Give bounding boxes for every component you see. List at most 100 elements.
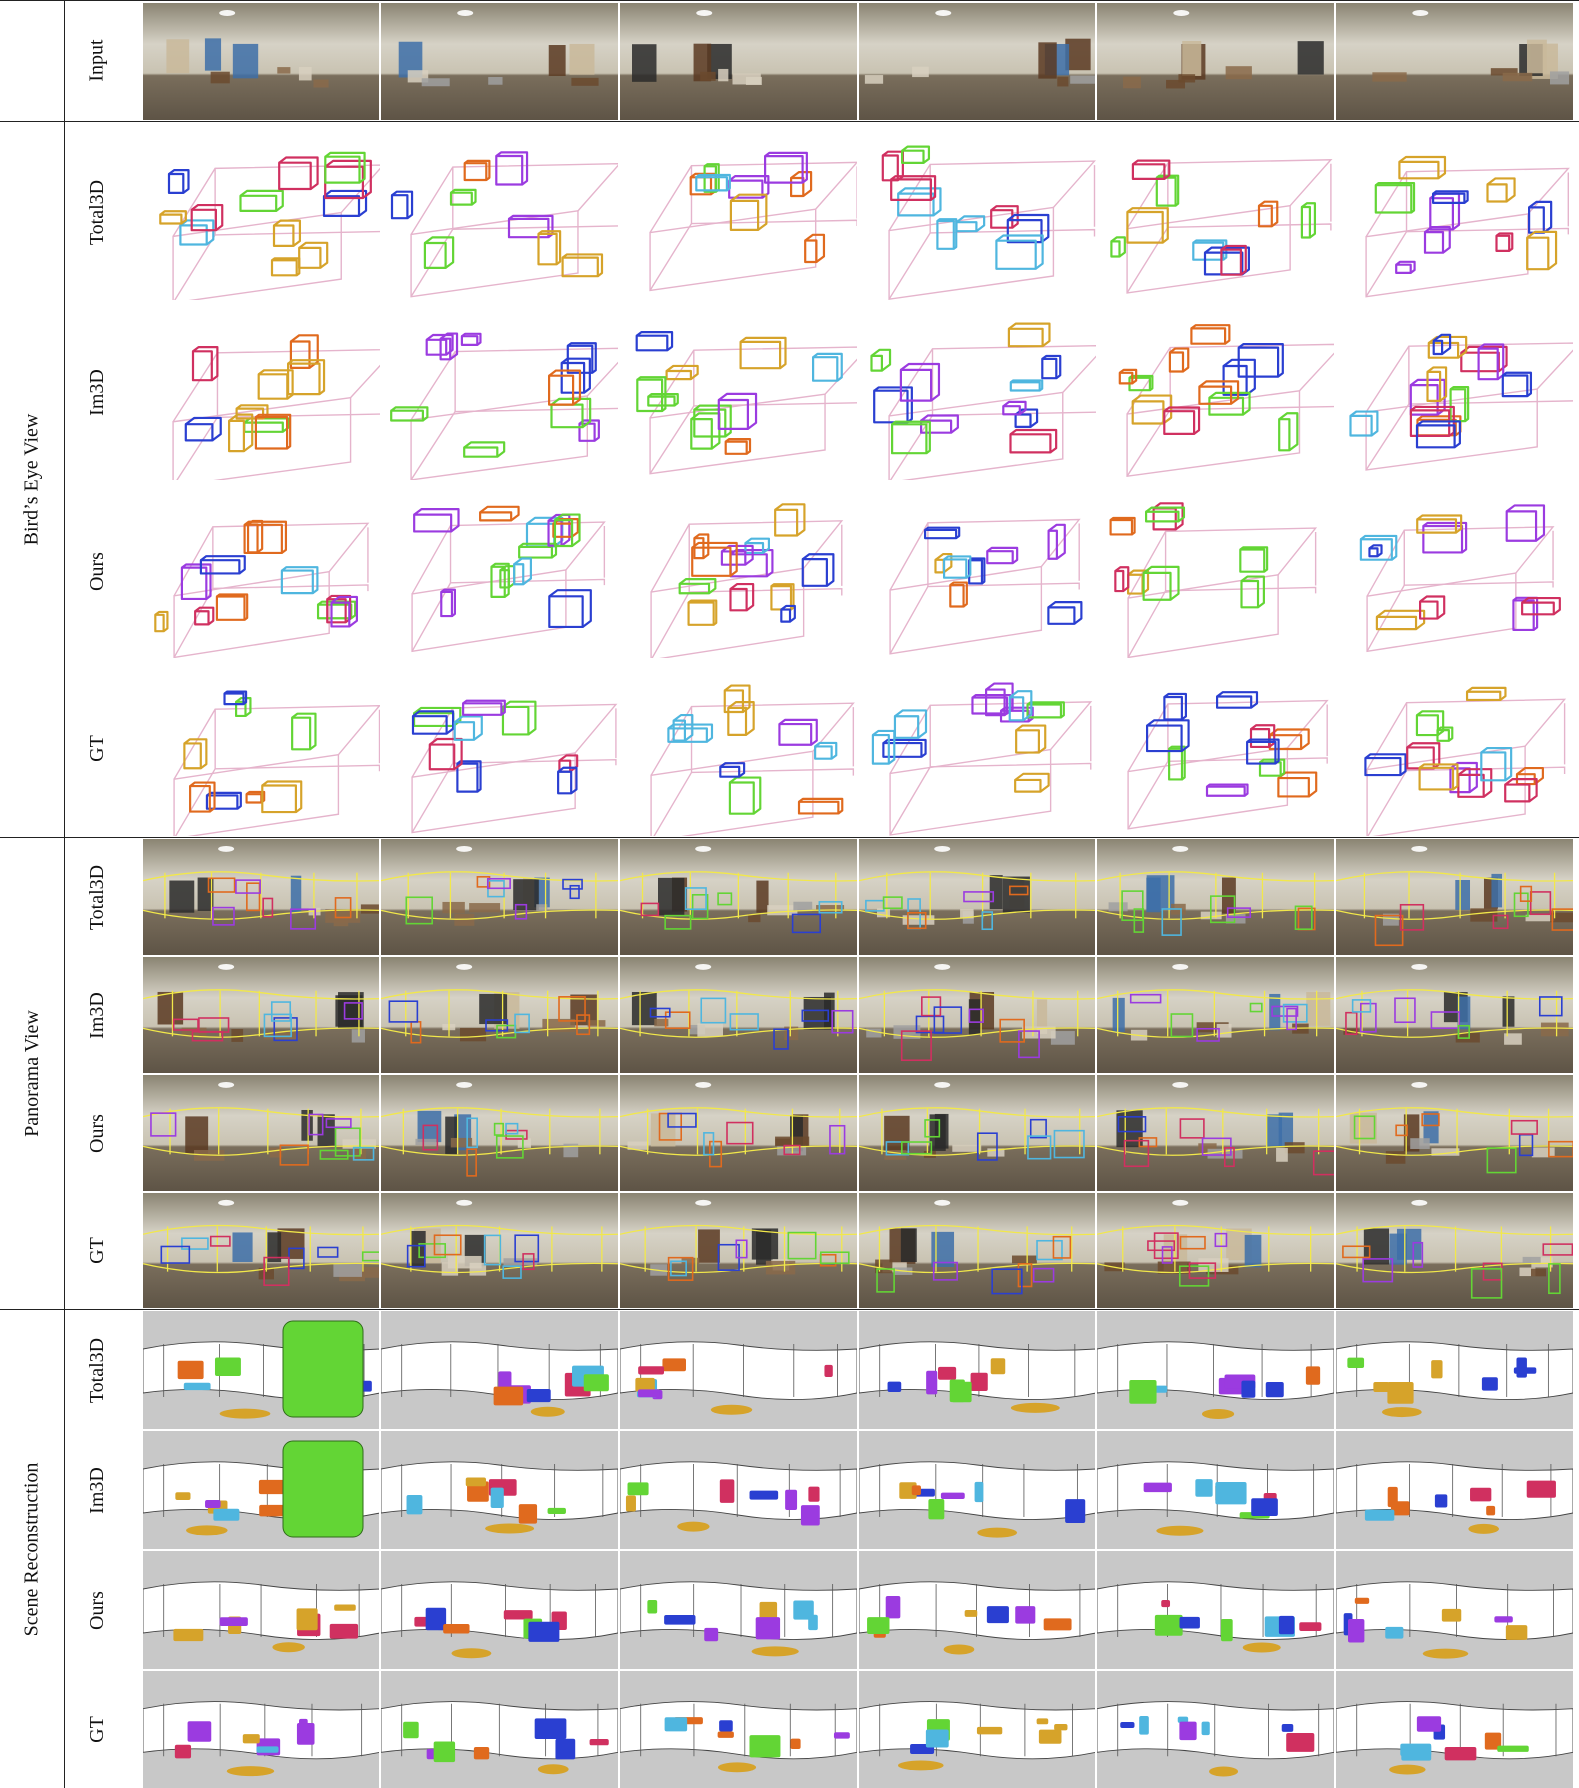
figure-cell-bev-im3d-col1 — [143, 303, 380, 480]
group-label-bev: Bird’s Eye View — [20, 413, 43, 546]
figure-cell-pano-total3d-col2 — [381, 839, 618, 955]
figure-cell-pano-ours-col5 — [1097, 1075, 1334, 1191]
figure-cell-recon-total3d-col6 — [1336, 1311, 1573, 1429]
figure-cell-pano-im3d-col3 — [620, 957, 857, 1073]
rule-after-input — [0, 121, 1579, 122]
figure-cell-bev-im3d-col2 — [381, 303, 618, 480]
figure-cell-recon-im3d-col6 — [1336, 1431, 1573, 1549]
figure-cell-bev-total3d-col2 — [381, 123, 618, 300]
figure-cell-bev-gt-col5 — [1097, 661, 1334, 836]
figure-cell-bev-ours-col3 — [620, 483, 857, 658]
figure-cell-pano-gt-col5 — [1097, 1193, 1334, 1308]
figure-cell-bev-total3d-col3 — [620, 123, 857, 300]
figure-cell-pano-im3d-col6 — [1336, 957, 1573, 1073]
row-label-bev-gt: GT — [85, 735, 108, 762]
figure-cell-bev-gt-col1 — [143, 661, 380, 836]
figure-cell-bev-ours-col1 — [143, 483, 380, 658]
figure-cell-recon-ours-col5 — [1097, 1551, 1334, 1669]
row-label-bev-total3d: Total3D — [86, 179, 109, 245]
figure-cell-recon-total3d-col2 — [381, 1311, 618, 1429]
figure-cell-bev-ours-col2 — [381, 483, 618, 658]
figure-cell-bev-ours-col4 — [859, 483, 1096, 658]
figure-cell-pano-ours-col3 — [620, 1075, 857, 1191]
figure-cell-recon-im3d-col5 — [1097, 1431, 1334, 1549]
column-gap-3-3 — [857, 1311, 859, 1788]
figure-cell-pano-gt-col3 — [620, 1193, 857, 1308]
row-label-recon-total3d: Total3D — [86, 1337, 109, 1403]
figure-cell-bev-ours-col5 — [1097, 483, 1334, 658]
row-label-pano-im3d: Im3D — [85, 991, 108, 1039]
column-gap-2-3 — [618, 1311, 620, 1788]
figure-cell-input-col5 — [1097, 3, 1334, 120]
figure-cell-recon-im3d-col3 — [620, 1431, 857, 1549]
rule-after-pano — [0, 1309, 1579, 1310]
column-gap-3-1 — [857, 3, 859, 120]
figure-cell-pano-gt-col4 — [859, 1193, 1096, 1308]
figure-cell-bev-total3d-col1 — [143, 123, 380, 300]
rule-group-column — [64, 0, 65, 1788]
figure-cell-pano-im3d-col5 — [1097, 957, 1334, 1073]
figure-cell-bev-im3d-col6 — [1336, 303, 1573, 480]
figure-cell-recon-total3d-col4 — [859, 1311, 1096, 1429]
column-gap-5-1 — [1334, 3, 1336, 120]
column-gap-3-2 — [857, 839, 859, 1308]
column-gap-1-2 — [379, 839, 381, 1308]
figure-cell-pano-im3d-col1 — [143, 957, 380, 1073]
figure-cell-recon-total3d-col1 — [143, 1311, 380, 1429]
row-label-recon-gt: GT — [85, 1715, 108, 1743]
figure-cell-pano-ours-col2 — [381, 1075, 618, 1191]
figure-cell-bev-gt-col6 — [1336, 661, 1573, 836]
figure-cell-bev-total3d-col4 — [859, 123, 1096, 300]
figure-cell-bev-im3d-col4 — [859, 303, 1096, 480]
column-gap-1-3 — [379, 1311, 381, 1788]
figure-cell-input-col1 — [143, 3, 380, 120]
figure-cell-recon-gt-col3 — [620, 1671, 857, 1788]
figure-cell-recon-ours-col2 — [381, 1551, 618, 1669]
figure-cell-input-col3 — [620, 3, 857, 120]
figure-cell-input-col2 — [381, 3, 618, 120]
figure-cell-pano-gt-col6 — [1336, 1193, 1573, 1308]
figure-cell-pano-total3d-col4 — [859, 839, 1096, 955]
figure-cell-pano-im3d-col4 — [859, 957, 1096, 1073]
figure-cell-bev-im3d-col3 — [620, 303, 857, 480]
row-label-bev-im3d: Im3D — [85, 368, 108, 416]
figure-cell-pano-im3d-col2 — [381, 957, 618, 1073]
row-label-pano-ours: Ours — [85, 1113, 108, 1153]
figure-cell-recon-ours-col1 — [143, 1551, 380, 1669]
figure-cell-recon-gt-col5 — [1097, 1671, 1334, 1788]
figure-cell-pano-total3d-col1 — [143, 839, 380, 955]
column-gap-4-2 — [1095, 839, 1097, 1308]
column-gap-1-1 — [379, 3, 381, 120]
figure-cell-recon-gt-col4 — [859, 1671, 1096, 1788]
row-label-pano-total3d: Total3D — [86, 864, 109, 930]
figure-cell-bev-im3d-col5 — [1097, 303, 1334, 480]
figure-cell-recon-gt-col6 — [1336, 1671, 1573, 1788]
row-label-bev-ours: Ours — [85, 551, 108, 591]
figure-cell-recon-total3d-col3 — [620, 1311, 857, 1429]
column-gap-4-3 — [1095, 1311, 1097, 1788]
figure-cell-recon-im3d-col1 — [143, 1431, 380, 1549]
figure-cell-pano-ours-col6 — [1336, 1075, 1573, 1191]
row-label-recon-ours: Ours — [85, 1590, 108, 1630]
figure-cell-recon-ours-col3 — [620, 1551, 857, 1669]
figure-cell-pano-total3d-col5 — [1097, 839, 1334, 955]
group-label-recon: Scene Reconstruction — [20, 1462, 43, 1636]
figure-cell-bev-gt-col4 — [859, 661, 1096, 836]
figure-cell-input-col4 — [859, 3, 1096, 120]
row-label-input: Input — [86, 39, 108, 82]
figure-cell-bev-total3d-col5 — [1097, 123, 1334, 300]
figure-cell-recon-total3d-col5 — [1097, 1311, 1334, 1429]
column-gap-4-1 — [1095, 3, 1097, 120]
rule-top — [0, 0, 1579, 1]
column-gap-2-2 — [618, 839, 620, 1308]
column-gap-5-3 — [1334, 1311, 1336, 1788]
figure-cell-pano-ours-col1 — [143, 1075, 380, 1191]
figure-cell-pano-gt-col2 — [381, 1193, 618, 1308]
figure-cell-bev-gt-col3 — [620, 661, 857, 836]
figure-cell-recon-im3d-col4 — [859, 1431, 1096, 1549]
figure-cell-bev-gt-col2 — [381, 661, 618, 836]
figure-cell-recon-ours-col6 — [1336, 1551, 1573, 1669]
group-label-pano: Panorama View — [20, 1010, 43, 1137]
row-label-pano-gt: GT — [85, 1237, 108, 1264]
column-gap-2-1 — [618, 3, 620, 120]
